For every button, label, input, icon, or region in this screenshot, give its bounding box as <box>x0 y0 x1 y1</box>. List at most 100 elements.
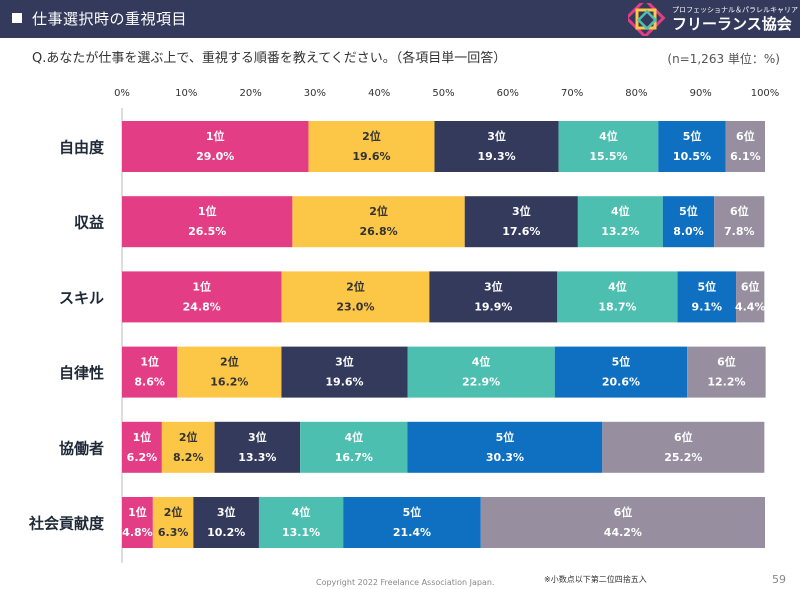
x-tick-label: 100% <box>751 88 780 99</box>
rank-label: 2位 <box>164 505 183 519</box>
x-tick-label: 60% <box>497 88 519 99</box>
bar-segment <box>122 196 293 248</box>
category-label: 自由度 <box>59 139 105 157</box>
bar-segment <box>736 271 765 323</box>
x-tick-label: 40% <box>368 88 390 99</box>
rank-label: 1位 <box>206 129 225 143</box>
bar-segment <box>407 346 555 398</box>
bar-segment <box>434 121 559 172</box>
value-label: 17.6% <box>502 225 540 238</box>
question-text: Q.あなたが仕事を選ぶ上で、重視する順番を教えてください。（各項目単一回答） <box>32 51 507 66</box>
bar-segment <box>281 346 408 398</box>
rank-label: 2位 <box>220 355 239 369</box>
rank-label: 5位 <box>496 430 515 444</box>
rank-label: 3位 <box>335 355 354 369</box>
value-label: 13.2% <box>601 225 639 238</box>
bar-segment <box>687 346 766 398</box>
rank-label: 3位 <box>484 279 503 293</box>
bar-segment <box>343 497 481 548</box>
value-label: 8.2% <box>173 451 204 464</box>
value-label: 23.0% <box>336 300 374 313</box>
value-label: 6.1% <box>730 150 761 163</box>
rank-label: 5位 <box>403 505 422 519</box>
value-label: 6.3% <box>158 526 189 539</box>
rank-label: 4位 <box>292 505 311 519</box>
x-tick-label: 90% <box>690 88 712 99</box>
rank-label: 2位 <box>179 430 198 444</box>
logo: プロフェッショナル＆パラレルキャリア フリーランス協会 <box>628 3 798 36</box>
value-label: 21.4% <box>393 526 431 539</box>
value-label: 18.7% <box>598 300 636 313</box>
bar-segment <box>464 196 578 248</box>
bar-segment <box>258 497 344 548</box>
value-label: 15.5% <box>589 150 627 163</box>
value-label: 29.0% <box>196 150 234 163</box>
value-label: 6.2% <box>127 451 158 464</box>
value-label: 13.1% <box>282 526 320 539</box>
value-label: 19.9% <box>474 300 512 313</box>
rank-label: 5位 <box>697 279 716 293</box>
rounding-note: ※小数点以下第二位四捨五入 <box>544 575 647 584</box>
value-label: 13.3% <box>238 451 276 464</box>
square-bullet-icon <box>12 13 22 23</box>
rank-label: 1位 <box>128 505 147 519</box>
rank-label: 3位 <box>217 505 236 519</box>
rank-label: 6位 <box>736 129 755 143</box>
logo-mark-icon <box>628 3 666 36</box>
rank-label: 4位 <box>344 430 363 444</box>
x-tick-label: 0% <box>114 88 130 99</box>
x-tick-label: 80% <box>625 88 647 99</box>
bar-segment <box>658 121 726 172</box>
value-label: 26.8% <box>359 225 397 238</box>
bar-segment <box>161 421 215 473</box>
bar-segment <box>714 196 765 248</box>
category-label: 社会貢献度 <box>28 515 105 533</box>
rank-label: 4位 <box>611 204 630 218</box>
value-label: 22.9% <box>462 376 500 389</box>
rank-label: 3位 <box>248 430 267 444</box>
value-label: 9.1% <box>692 300 723 313</box>
bar-segment <box>308 121 435 172</box>
category-label: 収益 <box>74 214 104 232</box>
rank-label: 6位 <box>717 355 736 369</box>
bar-segment <box>662 196 715 248</box>
value-label: 26.5% <box>188 225 226 238</box>
rank-label: 1位 <box>198 204 217 218</box>
rank-label: 5位 <box>679 204 698 218</box>
bar-segment <box>558 121 659 172</box>
bar-segment <box>281 271 430 323</box>
value-label: 12.2% <box>707 376 745 389</box>
bar-segment <box>152 497 194 548</box>
rank-label: 2位 <box>369 204 388 218</box>
rank-label: 1位 <box>133 430 152 444</box>
logo-subtitle: プロフェッショナル＆パラレルキャリア <box>672 6 798 14</box>
category-label: 協働者 <box>59 439 104 457</box>
bar-segment <box>177 346 282 398</box>
bar-segment <box>725 121 765 172</box>
x-tick-label: 20% <box>239 88 261 99</box>
value-label: 19.6% <box>352 150 390 163</box>
value-label: 24.8% <box>183 300 221 313</box>
x-tick-label: 50% <box>432 88 454 99</box>
value-label: 16.2% <box>210 376 248 389</box>
rank-label: 6位 <box>614 505 633 519</box>
value-label: 19.3% <box>477 150 515 163</box>
category-label: 自律性 <box>59 364 104 382</box>
rank-label: 2位 <box>346 279 365 293</box>
page-number: 59 <box>772 573 786 586</box>
rank-label: 2位 <box>362 129 381 143</box>
rank-label: 6位 <box>674 430 693 444</box>
bar-segment <box>122 421 162 473</box>
bar-segment <box>677 271 737 323</box>
x-tick-label: 30% <box>304 88 326 99</box>
bar-segment <box>292 196 465 248</box>
value-label: 10.2% <box>207 526 245 539</box>
bar-segment <box>407 421 603 473</box>
category-label: スキル <box>59 289 104 307</box>
bar-segment <box>557 271 678 323</box>
rank-label: 4位 <box>608 279 627 293</box>
sample-size-note: (n=1,263 単位：%) <box>667 52 780 66</box>
rank-label: 1位 <box>192 279 211 293</box>
value-label: 19.6% <box>325 376 363 389</box>
